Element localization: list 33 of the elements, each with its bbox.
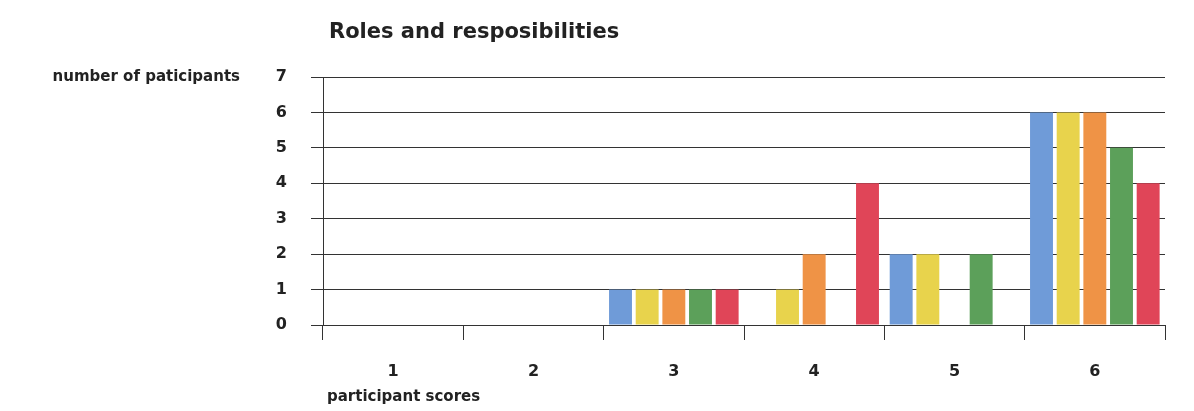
- y-tick-label: 2: [275, 243, 287, 263]
- y-tick-label: 0: [275, 314, 287, 334]
- bar: [689, 289, 712, 325]
- y-tick-label: 3: [275, 207, 287, 227]
- bar: [1056, 112, 1080, 325]
- x-tick-label: 6: [1089, 360, 1101, 380]
- y-tick-label: 4: [275, 172, 287, 192]
- bar: [715, 289, 739, 325]
- bar: [889, 254, 913, 325]
- x-axis-title: participant scores: [327, 386, 481, 405]
- x-tick-label: 1: [387, 360, 399, 380]
- y-tick-label: 5: [275, 137, 287, 157]
- bar: [1083, 112, 1107, 325]
- bar: [916, 254, 940, 325]
- bar: [1110, 147, 1133, 325]
- x-tick-label: 3: [668, 360, 680, 380]
- bar: [802, 254, 826, 325]
- bar: [1030, 112, 1053, 325]
- bar: [969, 254, 993, 325]
- x-tick-label: 5: [948, 360, 961, 380]
- bar: [1136, 183, 1160, 325]
- y-tick-label: 1: [275, 278, 287, 298]
- chart-title: Roles and resposibilities: [329, 19, 620, 44]
- y-axis-title: number of paticipants: [52, 66, 241, 85]
- y-tick-label: 6: [275, 101, 287, 121]
- bar: [635, 289, 659, 325]
- bar: [856, 183, 879, 325]
- bar: [609, 289, 632, 325]
- bar: [776, 289, 799, 325]
- x-tick-label: 4: [808, 360, 820, 380]
- y-tick-label: 7: [275, 66, 287, 86]
- bar: [662, 289, 686, 325]
- x-tick-label: 2: [527, 360, 540, 380]
